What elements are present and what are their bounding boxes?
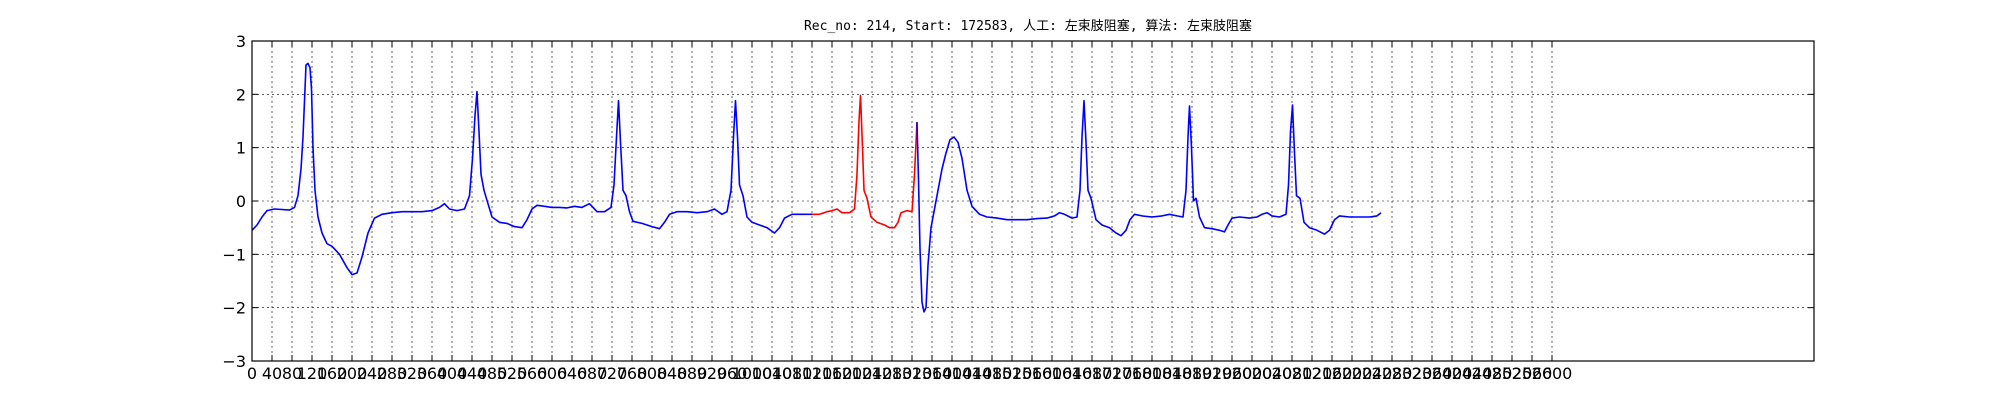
x-tick-label: 0 — [247, 364, 257, 383]
x-tick-label: 2400 — [1432, 364, 1473, 383]
x-axis: 0 40 8012016020024028032036040044048052056… — [247, 41, 1572, 383]
x-tick-label: 2360 — [1412, 364, 1453, 383]
x-tick-label: 2480 — [1472, 364, 1513, 383]
x-tick-label: 1280 — [872, 364, 913, 383]
x-tick-label: 2160 — [1312, 364, 1353, 383]
x-tick-label: 1400 — [932, 364, 973, 383]
x-tick-label: 160 — [317, 364, 348, 383]
x-tick-label: 1240 — [852, 364, 893, 383]
x-tick-label: 640 — [557, 364, 588, 383]
y-tick-label: −1 — [222, 245, 246, 264]
x-tick-label: 1680 — [1072, 364, 1113, 383]
x-tick-label: 1560 — [1012, 364, 1053, 383]
x-tick-label: 1360 — [912, 364, 953, 383]
x-tick-label: 2440 — [1452, 364, 1493, 383]
y-axis: 3 2 1 0 −1 −2 −3 — [222, 32, 1814, 371]
x-tick-label: 200 — [337, 364, 368, 383]
y-tick-label: −2 — [222, 299, 246, 318]
x-tick-label: 1920 — [1192, 364, 1233, 383]
x-tick-label: 1960 — [1212, 364, 1253, 383]
x-tick-label: 1880 — [1172, 364, 1213, 383]
y-tick-label: 3 — [236, 32, 246, 51]
x-tick-label: 2320 — [1392, 364, 1433, 383]
y-tick-label: −3 — [222, 352, 246, 371]
x-tick-label: 1640 — [1052, 364, 1093, 383]
chart-title: Rec_no: 214, Start: 172583, 人工: 左束肢阻塞, 算… — [804, 18, 1252, 34]
x-tick-label: 1040 — [752, 364, 793, 383]
x-tick-label: 880 — [677, 364, 708, 383]
x-tick-label: 1480 — [972, 364, 1013, 383]
x-tick-label: 1000 — [732, 364, 773, 383]
x-tick-label: 2600 — [1532, 364, 1573, 383]
y-tick-label: 0 — [236, 192, 246, 211]
x-tick-label: 840 — [657, 364, 688, 383]
x-tick-label: 1160 — [812, 364, 853, 383]
x-tick-label: 760 — [617, 364, 648, 383]
x-tick-label: 80 — [282, 364, 302, 383]
ecg-series-line-1 — [251, 62, 812, 276]
y-tick-label: 1 — [236, 139, 246, 158]
x-tick-label: 1720 — [1092, 364, 1133, 383]
x-tick-label: 2200 — [1332, 364, 1373, 383]
x-tick-label: 400 — [437, 364, 468, 383]
x-tick-label: 1200 — [832, 364, 873, 383]
x-tick-label: 280 — [377, 364, 408, 383]
x-tick-label: 240 — [357, 364, 388, 383]
x-tick-label: 1120 — [792, 364, 833, 383]
x-tick-label: 2120 — [1292, 364, 1333, 383]
ecg-series-line-2 — [812, 94, 918, 229]
x-tick-label: 720 — [597, 364, 628, 383]
x-tick-label: 360 — [417, 364, 448, 383]
y-tick-label: 2 — [236, 85, 246, 104]
x-tick-label: 680 — [577, 364, 608, 383]
x-tick-label: 1800 — [1132, 364, 1173, 383]
x-tick-label: 920 — [697, 364, 728, 383]
x-tick-label: 480 — [477, 364, 508, 383]
x-tick-label: 1760 — [1112, 364, 1153, 383]
x-tick-label: 2520 — [1492, 364, 1533, 383]
x-tick-label: 800 — [637, 364, 668, 383]
series-group — [251, 62, 1382, 313]
x-tick-label: 560 — [517, 364, 548, 383]
x-tick-label: 2000 — [1232, 364, 1273, 383]
x-tick-label: 320 — [397, 364, 428, 383]
x-tick-label: 600 — [537, 364, 568, 383]
x-tick-label: 1600 — [1032, 364, 1073, 383]
x-tick-label: 2040 — [1252, 364, 1293, 383]
x-tick-label: 440 — [457, 364, 488, 383]
x-tick-label: 2240 — [1352, 364, 1393, 383]
ecg-series-line-3 — [916, 99, 1382, 313]
x-tick-label: 1840 — [1152, 364, 1193, 383]
x-tick-label: 520 — [497, 364, 528, 383]
x-tick-label: 120 — [297, 364, 328, 383]
x-tick-label: 1440 — [952, 364, 993, 383]
x-tick-label: 960 — [717, 364, 748, 383]
x-tick-label: 2080 — [1272, 364, 1313, 383]
x-tick-label: 1320 — [892, 364, 933, 383]
x-tick-label: 40 — [262, 364, 282, 383]
x-tick-label: 2280 — [1372, 364, 1413, 383]
x-tick-label: 1080 — [772, 364, 813, 383]
grid — [252, 41, 1814, 361]
x-tick-label: 1520 — [992, 364, 1033, 383]
x-tick-label: 2560 — [1512, 364, 1553, 383]
